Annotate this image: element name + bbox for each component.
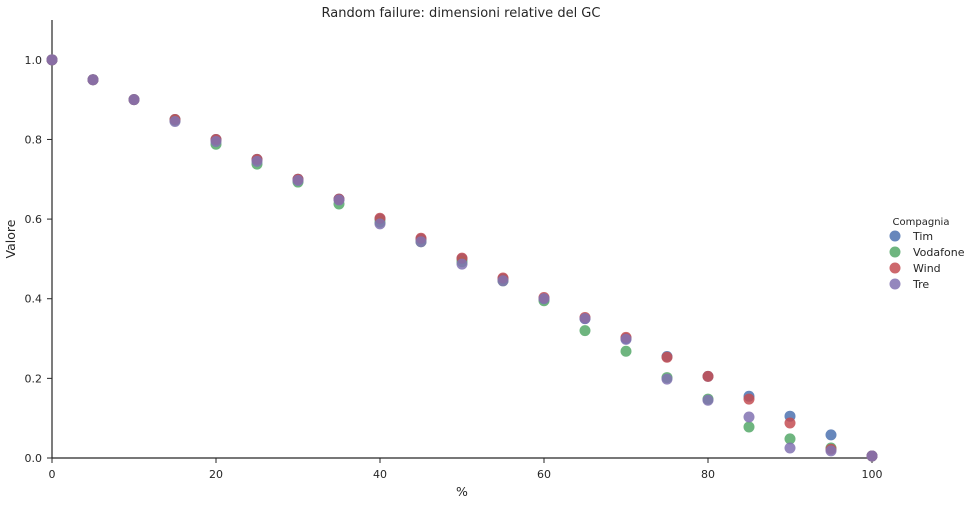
legend-label: Vodafone [913, 246, 965, 259]
data-point [784, 442, 796, 454]
data-point [456, 258, 468, 270]
data-point [415, 236, 427, 248]
x-tick-label: 0 [49, 468, 56, 481]
data-point [743, 411, 755, 423]
y-tick-label: 0.0 [25, 452, 43, 465]
x-tick-label: 40 [373, 468, 387, 481]
series-wind [46, 54, 878, 462]
series-tre [46, 54, 878, 462]
data-point [825, 429, 837, 441]
data-point [497, 275, 509, 287]
data-point [702, 394, 714, 406]
data-points [46, 54, 878, 462]
legend-marker [889, 262, 901, 274]
data-point [374, 218, 386, 230]
data-point [538, 293, 550, 305]
y-axis-ticks: 0.0 0.2 0.4 0.6 0.8 1.0 [25, 54, 52, 465]
x-tick-label: 80 [701, 468, 715, 481]
chart-title: Random failure: dimensioni relative del … [322, 6, 601, 21]
legend-item-tre: Tre [889, 278, 929, 291]
data-point [620, 345, 632, 357]
y-tick-label: 1.0 [25, 54, 43, 67]
legend-items: Tim Vodafone Wind Tre [889, 230, 965, 291]
data-point [784, 433, 796, 445]
data-point [46, 54, 58, 66]
data-point [743, 421, 755, 433]
x-tick-label: 60 [537, 468, 551, 481]
x-axis-ticks: 0 20 40 60 80 100 [49, 458, 883, 481]
data-point [620, 333, 632, 345]
y-tick-label: 0.6 [25, 213, 43, 226]
data-point [743, 393, 755, 405]
legend-item-tim: Tim [889, 230, 933, 243]
data-point [579, 325, 591, 337]
legend: Compagnia Tim Vodafone Wind Tre [889, 217, 965, 291]
y-tick-label: 0.2 [25, 372, 43, 385]
axes [51, 20, 872, 459]
legend-item-vodafone: Vodafone [889, 246, 965, 259]
data-point [128, 94, 140, 106]
data-point [251, 155, 263, 167]
data-point [825, 445, 837, 457]
x-axis-label: % [456, 484, 468, 499]
data-point [333, 194, 345, 206]
legend-title: Compagnia [893, 217, 950, 228]
legend-label: Tre [912, 278, 929, 291]
data-point [661, 351, 673, 363]
data-point [784, 417, 796, 429]
legend-marker [889, 278, 901, 290]
y-tick-label: 0.8 [25, 133, 43, 146]
x-tick-label: 20 [209, 468, 223, 481]
legend-marker [889, 246, 901, 258]
data-point [169, 116, 181, 128]
data-point [702, 370, 714, 382]
data-point [661, 373, 673, 385]
y-axis-label: Valore [3, 219, 18, 258]
legend-item-wind: Wind [889, 262, 941, 275]
data-point [579, 313, 591, 325]
legend-label: Wind [913, 262, 941, 275]
data-point [866, 450, 878, 462]
data-point [87, 74, 99, 86]
data-point [210, 135, 222, 147]
legend-marker [889, 230, 901, 242]
y-tick-label: 0.4 [25, 293, 43, 306]
data-point [292, 174, 304, 186]
x-tick-label: 100 [862, 468, 883, 481]
legend-label: Tim [912, 230, 933, 243]
